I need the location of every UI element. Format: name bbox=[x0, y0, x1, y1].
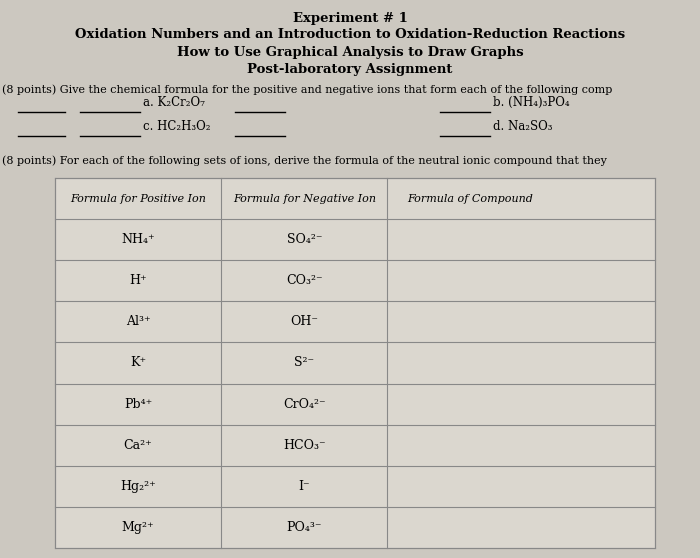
Text: OH⁻: OH⁻ bbox=[290, 315, 318, 329]
Text: Hg₂²⁺: Hg₂²⁺ bbox=[120, 480, 156, 493]
Text: SO₄²⁻: SO₄²⁻ bbox=[286, 233, 322, 246]
Bar bbox=[55, 178, 655, 548]
Text: H⁺: H⁺ bbox=[130, 275, 147, 287]
Text: K⁺: K⁺ bbox=[130, 357, 146, 369]
Text: PO₄³⁻: PO₄³⁻ bbox=[286, 521, 322, 534]
Text: Formula for Positive Ion: Formula for Positive Ion bbox=[70, 194, 206, 204]
Text: c. HC₂H₃O₂: c. HC₂H₃O₂ bbox=[143, 120, 211, 133]
Text: Ca²⁺: Ca²⁺ bbox=[124, 439, 153, 452]
Text: CrO₄²⁻: CrO₄²⁻ bbox=[283, 398, 326, 411]
Text: Experiment # 1: Experiment # 1 bbox=[293, 12, 407, 25]
Text: a. K₂Cr₂O₇: a. K₂Cr₂O₇ bbox=[143, 96, 205, 109]
Text: Mg²⁺: Mg²⁺ bbox=[122, 521, 155, 534]
Text: b. (NH₄)₃PO₄: b. (NH₄)₃PO₄ bbox=[493, 96, 570, 109]
Text: Formula of Compound: Formula of Compound bbox=[407, 194, 533, 204]
Text: S²⁻: S²⁻ bbox=[294, 357, 314, 369]
Text: Formula for Negative Ion: Formula for Negative Ion bbox=[233, 194, 376, 204]
Text: How to Use Graphical Analysis to Draw Graphs: How to Use Graphical Analysis to Draw Gr… bbox=[176, 46, 524, 59]
Text: NH₄⁺: NH₄⁺ bbox=[121, 233, 155, 246]
Text: (8 points) Give the chemical formula for the positive and negative ions that for: (8 points) Give the chemical formula for… bbox=[2, 84, 612, 94]
Text: d. Na₂SO₃: d. Na₂SO₃ bbox=[493, 120, 552, 133]
Text: HCO₃⁻: HCO₃⁻ bbox=[283, 439, 326, 452]
Text: (8 points) For each of the following sets of ions, derive the formula of the neu: (8 points) For each of the following set… bbox=[2, 155, 607, 166]
Text: CO₃²⁻: CO₃²⁻ bbox=[286, 275, 323, 287]
Text: Post-laboratory Assignment: Post-laboratory Assignment bbox=[247, 63, 453, 76]
Text: I⁻: I⁻ bbox=[298, 480, 310, 493]
Text: Oxidation Numbers and an Introduction to Oxidation-Reduction Reactions: Oxidation Numbers and an Introduction to… bbox=[75, 28, 625, 41]
Text: Pb⁴⁺: Pb⁴⁺ bbox=[124, 398, 152, 411]
Text: Al³⁺: Al³⁺ bbox=[126, 315, 150, 329]
